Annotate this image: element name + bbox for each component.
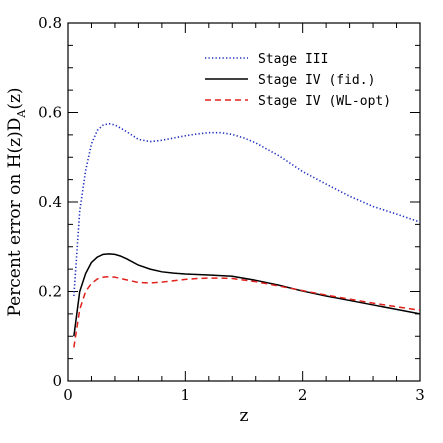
x-axis-title: z [240,406,249,426]
series-line-2 [73,253,421,337]
legend-label-1: Stage III [258,52,328,67]
y-tick-label: 0 [52,372,62,390]
x-tick-label: 0 [63,386,73,404]
legend-label-3: Stage IV (WL-opt) [258,94,391,109]
x-tick-label: 2 [298,386,308,404]
series-line-1 [73,122,421,297]
tick-labels: 0 1 2 3 0 0.2 0.4 0.6 0.8 [38,14,425,404]
ticks [67,22,421,382]
series-lines [73,122,421,348]
y-axis-title: Percent error on H(z)DA(z) [5,87,28,316]
y-axis-title-tail: (z) [5,87,25,109]
y-tick-label: 0.8 [38,14,62,32]
y-tick-label: 0.6 [38,104,62,122]
y-tick-label: 0.2 [38,283,62,301]
y-axis-title-subscript: A [15,109,28,119]
y-tick-label: 0.4 [38,193,62,211]
x-tick-label: 1 [181,386,191,404]
x-tick-label: 3 [415,386,425,404]
y-axis-title-main: Percent error on H(z)D [5,118,25,317]
series-line-3 [73,275,421,348]
legend-label-2: Stage IV (fid.) [258,73,375,88]
legend: Stage III Stage IV (fid.) Stage IV (WL-opt… [205,52,391,109]
